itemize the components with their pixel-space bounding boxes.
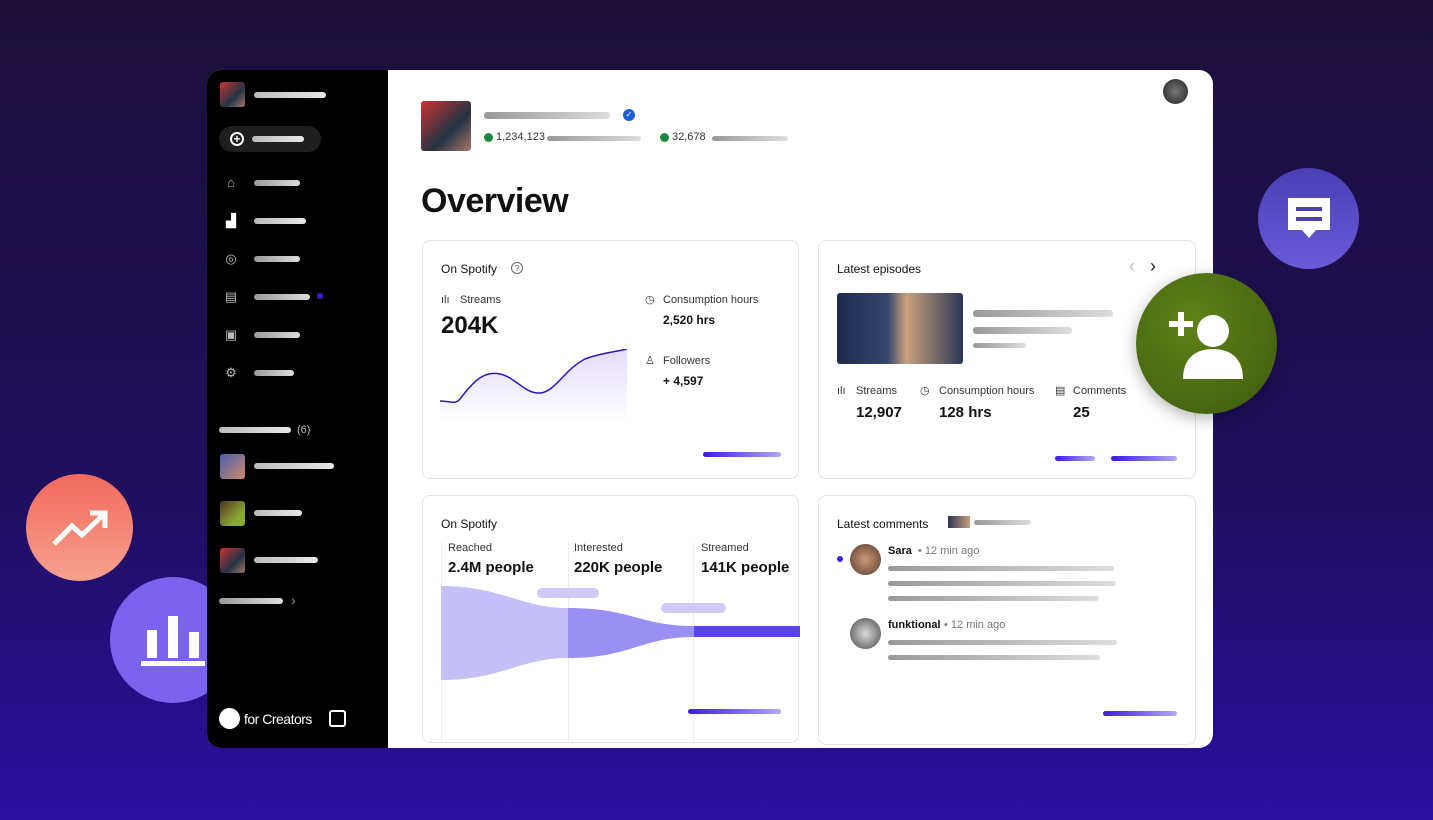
bar-chart-icon [141,616,205,666]
sidebar: + ⌂ ▟ ◎ ▤ ▣ ⚙ (6) › for Creators [207,70,388,748]
brand-name: for Creators [244,710,312,727]
card-title: On Spotify [441,262,498,276]
verified-icon: ✓ [623,109,635,121]
clock-icon: ◷ [645,294,655,306]
followers-label: Followers [663,355,711,367]
link[interactable] [1055,456,1095,461]
latest-comments-card[interactable]: Latest comments Sara • 12 min ago funkti… [818,495,1196,745]
help-icon[interactable]: ? [511,262,523,274]
comment-icon: ▤ [1055,385,1066,397]
comments-value: 25 [1073,404,1090,421]
podcast-icon: ◎ [225,251,237,266]
avatar[interactable] [1163,79,1188,104]
episode-thumbnail[interactable] [837,293,963,364]
hours-label: Consumption hours [663,294,759,306]
episode-thumbnail [948,516,970,528]
comment-time: • 12 min ago [944,619,1006,631]
avatar[interactable] [850,544,881,575]
followers-icon: ♙ [645,355,655,367]
plus-circle-icon: + [230,132,244,146]
stat-followers: 32,678 [672,131,706,143]
streams-label: Streams [460,294,501,306]
add-user-bubble [1136,273,1277,414]
link[interactable] [1103,711,1177,716]
gear-icon: ⚙ [225,365,237,380]
funnel-stage-value: 2.4M people [448,559,534,576]
streams-value: 204K [441,312,499,339]
episodes-icon: ▣ [224,327,238,342]
notification-dot [317,293,323,299]
streams-trend-chart [440,349,628,424]
card-title: Latest episodes [837,262,922,276]
trending-up-icon [51,510,107,546]
add-user-icon [1168,311,1243,379]
comment-bubble [1258,168,1359,269]
on-spotify-card[interactable]: On Spotify ? ılı Streams 204K ◷ Consumpt… [422,240,799,479]
podcast-cover [220,82,245,107]
comment-time: • 12 min ago [918,545,980,557]
latest-episodes-card[interactable]: Latest episodes ‹ › ılı Streams 12,907 ◷… [818,240,1196,479]
hours-value: 128 hrs [939,404,992,421]
clock-icon: ◷ [920,385,930,397]
see-more-link[interactable] [703,452,781,457]
podcast-cover [421,101,471,151]
message-icon [1287,197,1330,238]
link[interactable] [688,709,781,714]
streams-label: Streams [856,385,897,397]
comment-user[interactable]: funktional [888,619,941,631]
streams-value: 12,907 [856,404,902,421]
funnel-stage-value: 141K people [701,559,790,576]
hours-value: 2,520 hrs [663,313,716,327]
chevron-right-icon[interactable]: › [1150,256,1156,276]
home-icon: ⌂ [227,175,235,190]
arrow-down-icon [660,133,669,142]
unread-dot [837,556,843,562]
card-title: Latest comments [837,517,929,531]
chevron-left-icon[interactable]: ‹ [1129,256,1135,276]
comments-label: Comments [1073,385,1127,397]
arrow-down-icon [484,133,493,142]
funnel-stage-label: Reached [448,542,493,554]
bar-chart-icon: ▟ [226,213,236,228]
funnel-card[interactable]: On Spotify Reached 2.4M people Intereste… [422,495,800,743]
followers-value: + 4,597 [663,374,704,388]
comment-user[interactable]: Sara [888,545,912,557]
spotify-logo-icon [219,708,240,729]
logo: for Creators [219,708,312,729]
funnel-stage-label: Interested [574,542,623,554]
hours-label: Consumption hours [939,385,1035,397]
comment-icon: ▤ [224,289,238,304]
chevron-right-icon: › [291,592,296,608]
funnel-stage-value: 220K people [574,559,663,576]
collapse-sidebar-icon[interactable] [329,710,346,727]
avatar[interactable] [850,618,881,649]
page-title: Overview [421,182,569,220]
card-title: On Spotify [441,517,498,531]
trending-bubble [26,474,133,581]
create-button[interactable]: + [219,126,321,152]
playlist-count: (6) [297,424,311,436]
funnel-stage-label: Streamed [701,542,749,554]
bar-chart-icon: ılı [441,294,450,306]
funnel-chart [441,586,800,680]
link[interactable] [1111,456,1177,461]
stat-downloads: 1,234,123 [496,131,545,143]
bar-chart-icon: ılı [837,385,846,397]
app-window: + ⌂ ▟ ◎ ▤ ▣ ⚙ (6) › for Creators ✓ 1,234… [207,70,1213,748]
